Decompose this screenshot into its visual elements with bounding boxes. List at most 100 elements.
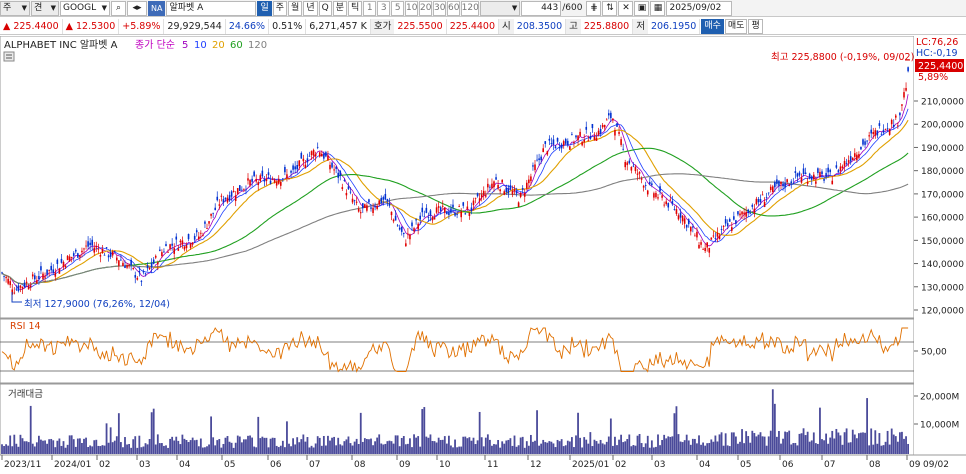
volume-bar — [50, 438, 53, 454]
volume-bar — [183, 438, 186, 454]
ratio-value: 0.51% — [269, 18, 307, 34]
volume-bar — [718, 434, 721, 454]
volume-bar — [329, 440, 331, 454]
calendar-icon[interactable]: ▦ — [650, 0, 666, 16]
chart-type-select[interactable]: 주 ▼ — [0, 0, 30, 16]
symbol-input[interactable]: GOOGL ▼ — [60, 0, 110, 16]
volume-bar — [870, 428, 873, 454]
arrows-icon[interactable]: ⇅ — [602, 0, 618, 16]
stock-name-field[interactable]: 알파벳 A — [166, 0, 257, 16]
candle-body — [651, 183, 653, 186]
stock-chart[interactable]: 210,0000 200,0000 190,0000 180,0000 170,0000… — [0, 35, 966, 474]
search-icon[interactable]: ⌕ — [111, 0, 126, 16]
volume-bar — [210, 416, 212, 454]
x-tick-label: 03 — [139, 460, 150, 470]
candle-body — [249, 179, 251, 186]
current-price-tag-box — [915, 59, 964, 72]
candle-body — [546, 151, 549, 155]
volume-bar — [396, 435, 399, 454]
interval-button[interactable]: 120 — [461, 0, 480, 16]
interval-button[interactable]: 3 — [377, 0, 391, 16]
period-minute-tab[interactable]: 분 — [332, 0, 347, 16]
ma-legend-item[interactable]: 5 — [182, 40, 188, 51]
period-week-tab[interactable]: 주 — [272, 0, 288, 16]
x-tick-label: 04 — [179, 460, 191, 470]
ma-legend-item[interactable]: 120 — [248, 40, 267, 51]
period-day-tab[interactable]: 일 — [257, 0, 272, 16]
x-tick-label: 2023/11 — [4, 460, 41, 470]
candle-body — [786, 179, 788, 183]
volume-bar — [400, 437, 403, 454]
volume-bar — [339, 444, 342, 454]
cross-icon[interactable]: ✕ — [618, 0, 634, 16]
period-tick-tab[interactable]: 틱 — [347, 0, 363, 16]
volume-bar — [847, 442, 850, 454]
volume-bar — [642, 447, 645, 454]
volume-bar — [484, 437, 487, 454]
candle-body — [302, 158, 305, 162]
sell-button[interactable]: 매도 — [724, 18, 748, 34]
candle-body — [505, 187, 508, 192]
volume-bar — [862, 432, 864, 454]
interval-button[interactable]: 10 — [405, 0, 419, 16]
settings-icon[interactable] — [3, 51, 15, 62]
interval-button[interactable]: 1 — [363, 0, 377, 16]
volume-bar — [40, 439, 42, 454]
interval-button[interactable]: 60 — [447, 0, 461, 16]
candle-body — [759, 199, 762, 203]
candle-body — [890, 119, 893, 125]
volume-bar — [240, 442, 243, 454]
candle-body — [571, 134, 573, 135]
candle-body — [456, 213, 458, 215]
interval-button[interactable]: 5 — [391, 0, 405, 16]
ma-legend-item[interactable]: 60 — [230, 40, 243, 51]
candle-body — [608, 113, 610, 116]
interval-button[interactable]: 20 — [419, 0, 433, 16]
volume-bar — [714, 435, 717, 454]
ma-legend-item[interactable]: 20 — [212, 40, 225, 51]
volume-bar — [107, 442, 110, 454]
volume-bar — [322, 435, 325, 454]
volume-bar — [706, 443, 709, 454]
volume-bar — [165, 445, 167, 454]
ma-legend-item[interactable]: 10 — [194, 40, 207, 51]
volume-bar — [48, 439, 51, 454]
volume-bar — [878, 433, 881, 454]
candle-body — [499, 189, 501, 192]
sound-icon[interactable]: ◂▸ — [127, 0, 147, 16]
candle-body — [362, 203, 364, 209]
candle-body — [415, 219, 417, 221]
candle-body — [349, 191, 352, 193]
chart-canvas[interactable]: 210,0000 200,0000 190,0000 180,0000 170,0000… — [0, 35, 966, 474]
volume-bar — [228, 441, 231, 454]
volume-bar — [388, 440, 391, 454]
volume-bar — [115, 436, 118, 454]
volume-bar — [554, 447, 557, 454]
volume-bar — [468, 437, 471, 454]
candle-body — [794, 171, 797, 173]
period-quarter-tab[interactable]: Q — [318, 0, 332, 16]
volume-bar — [308, 447, 311, 454]
candle-body — [649, 181, 651, 185]
candle-body — [122, 262, 124, 267]
volume-bar — [374, 441, 376, 454]
candle-body — [56, 259, 59, 264]
volume-bar — [757, 434, 760, 454]
volume-bar — [603, 444, 606, 454]
candle-body — [40, 266, 42, 271]
volume-bar — [351, 445, 354, 454]
grid-icon[interactable]: ⋕ — [586, 0, 602, 16]
volume-bar — [1, 444, 3, 454]
period-year-tab[interactable]: 년 — [303, 0, 318, 16]
buy-button[interactable]: 매수 — [701, 18, 724, 34]
volume-bar — [689, 444, 692, 454]
save-icon[interactable]: ▣ — [634, 0, 650, 16]
eval-button[interactable]: 평 — [748, 18, 763, 34]
mode-select[interactable]: 견 ▼ — [31, 0, 59, 16]
interval-dropdown[interactable]: ▼ — [480, 0, 521, 16]
period-month-tab[interactable]: 월 — [288, 0, 303, 16]
date-input[interactable]: 2025/09/02 — [666, 0, 733, 16]
count-input[interactable]: 443 — [521, 0, 562, 16]
interval-button[interactable]: 30 — [433, 0, 447, 16]
volume-bar — [103, 445, 106, 454]
